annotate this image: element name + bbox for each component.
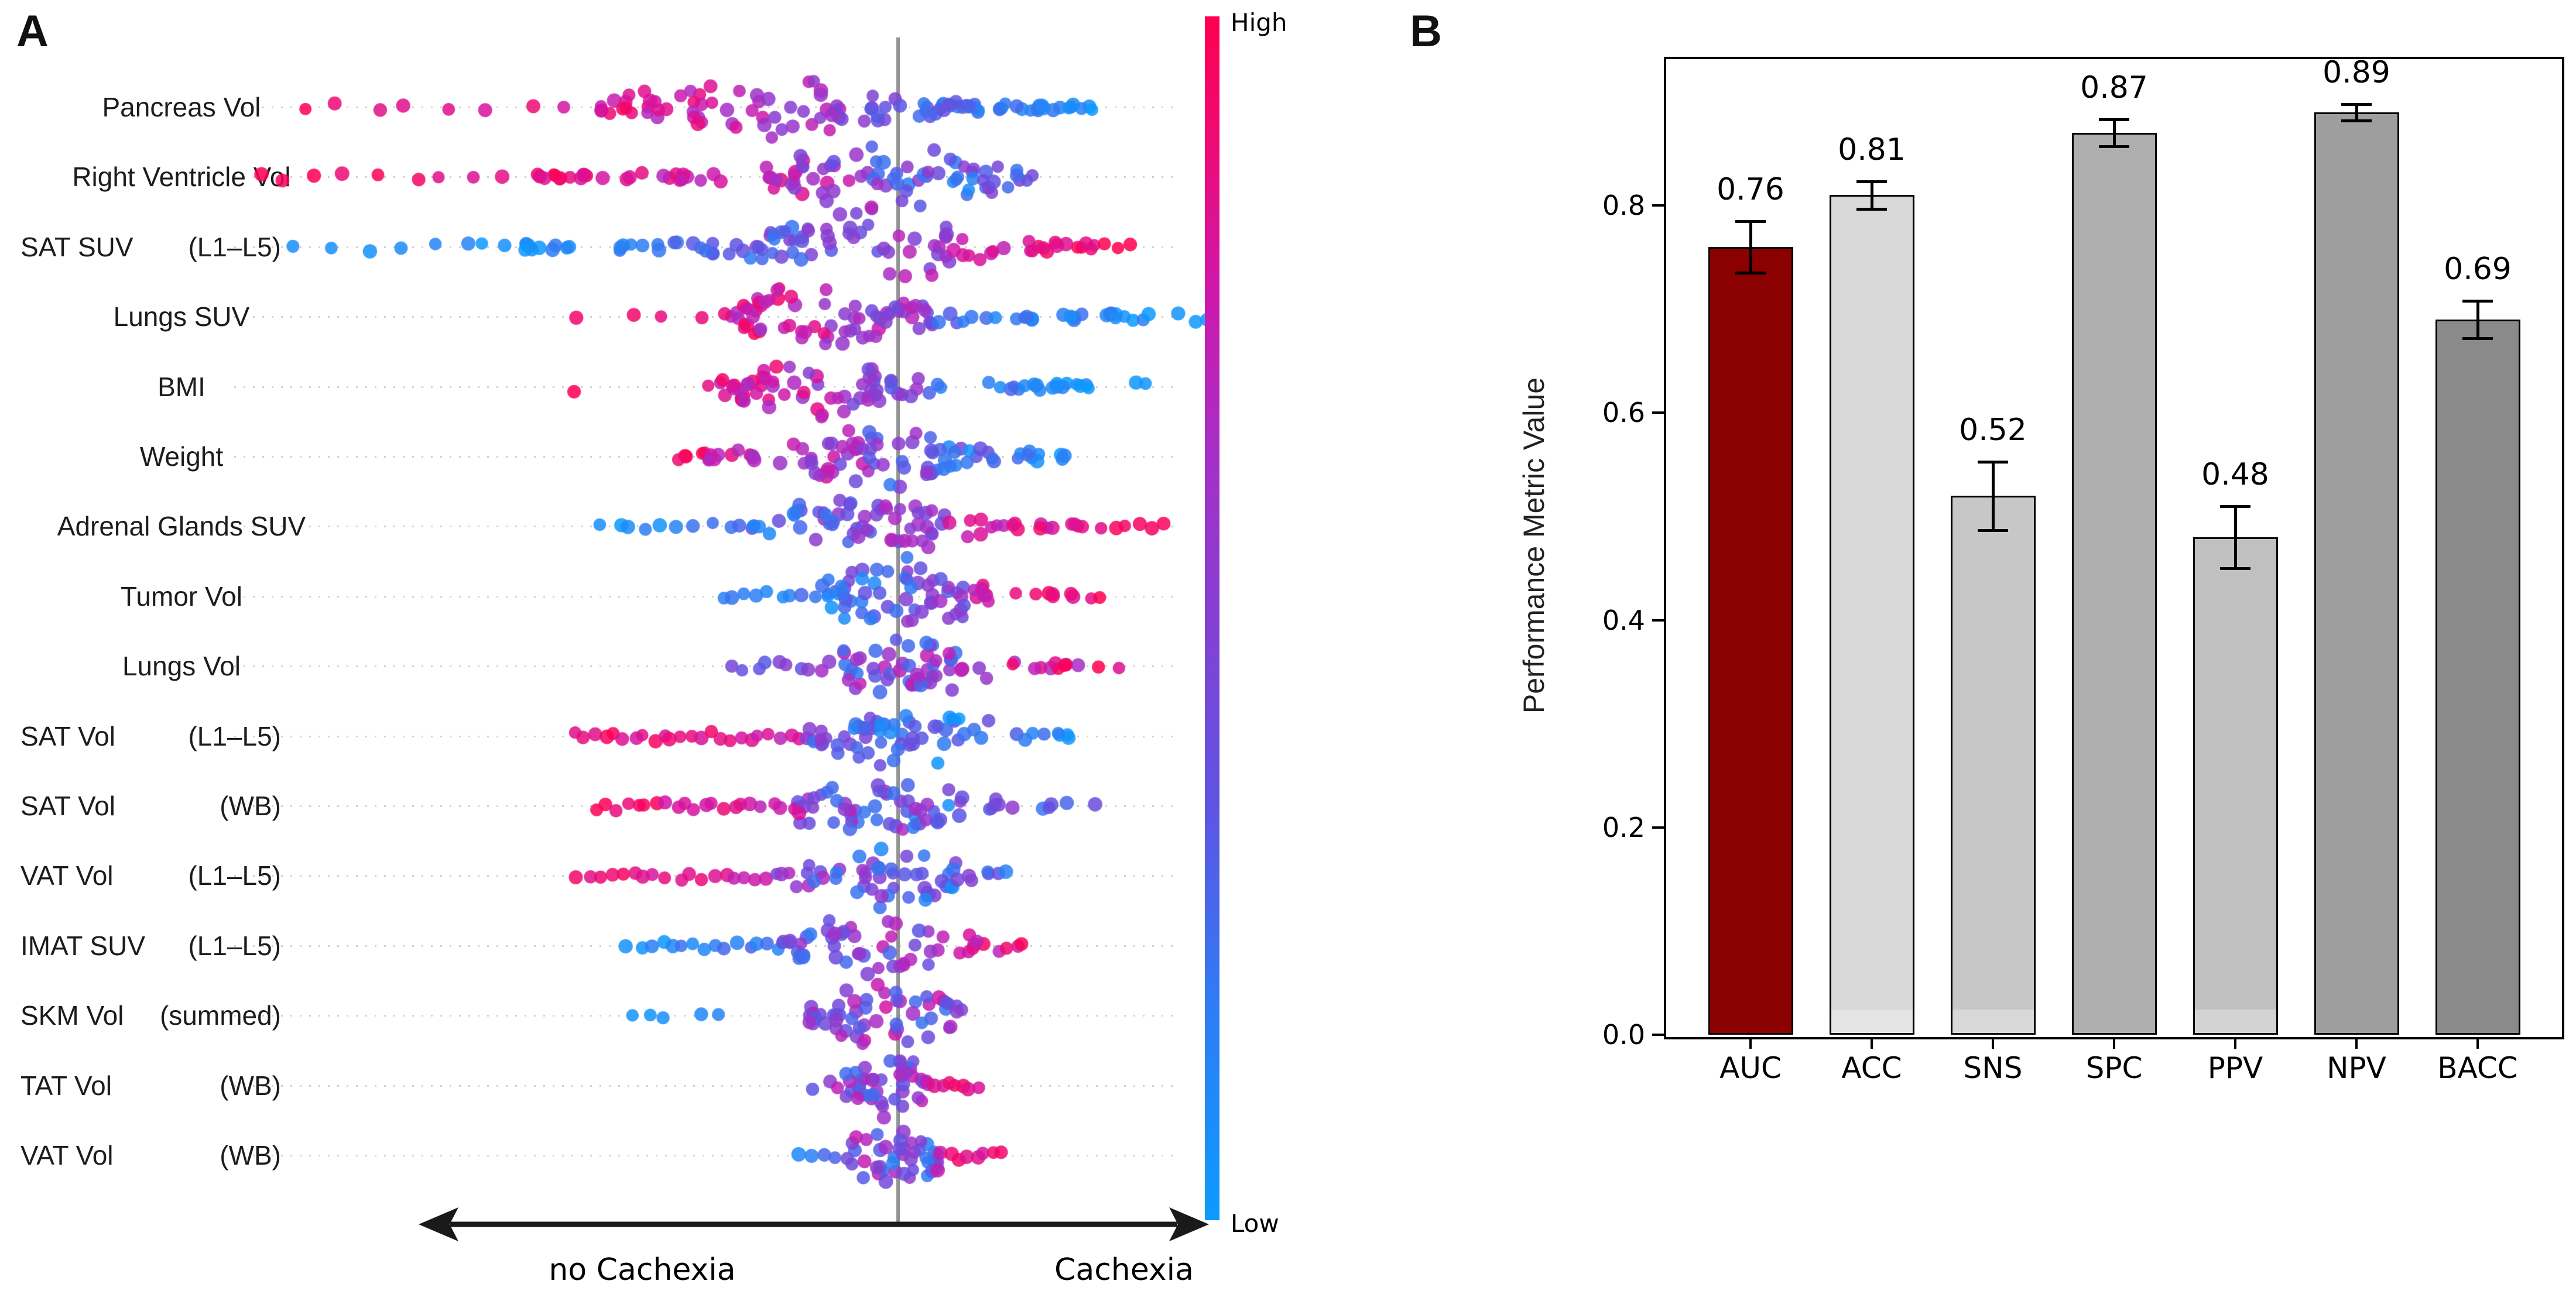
error-bar-cap-top — [2099, 118, 2129, 121]
y-tick-label: 0.6 — [1602, 397, 1645, 428]
metric-bar-base-strip — [1952, 1010, 2034, 1033]
y-tick-label: 0.4 — [1602, 605, 1645, 636]
x-tick-mark — [2476, 1037, 2479, 1049]
metric-category-label: AUC — [1719, 1051, 1782, 1085]
y-tick-label: 0.2 — [1602, 812, 1645, 843]
x-tick-mark — [2234, 1037, 2236, 1049]
x-tick-mark — [2355, 1037, 2358, 1049]
metric-bar-base-strip — [1831, 1010, 1913, 1033]
error-bar-line — [2355, 104, 2358, 121]
x-tick-mark — [2113, 1037, 2115, 1049]
metric-bar — [2435, 320, 2520, 1035]
metric-bar — [2193, 537, 2278, 1035]
error-bar-cap-bottom — [1856, 208, 1887, 211]
metric-value-label: 0.87 — [2080, 70, 2148, 105]
colorbar-high-label: High — [1231, 8, 1287, 37]
error-bar-cap-bottom — [2220, 567, 2250, 570]
beeswarm-panel: Pancreas VolRight Ventricle VolSAT SUV(L… — [0, 0, 1317, 1301]
y-tick-mark — [1652, 204, 1664, 207]
metric-category-label: PPV — [2207, 1051, 2263, 1085]
metric-category-label: SNS — [1963, 1051, 2023, 1085]
metric-bar — [2072, 133, 2157, 1035]
x-tick-mark — [1871, 1037, 1873, 1049]
error-bar-cap-top — [2462, 300, 2493, 303]
metric-bar — [1708, 247, 1793, 1035]
error-bar-cap-top — [1978, 461, 2008, 464]
error-bar-line — [2113, 119, 2116, 146]
axis-label-no-cachexia: no Cachexia — [549, 1252, 736, 1288]
metric-category-label: BACC — [2437, 1051, 2518, 1085]
metric-value-label: 0.69 — [2444, 252, 2512, 287]
metric-bar — [2314, 112, 2399, 1035]
metric-value-label: 0.52 — [1959, 413, 2027, 448]
error-bar-cap-bottom — [2462, 337, 2493, 340]
error-bar-cap-top — [2341, 103, 2372, 106]
colorbar — [1205, 16, 1220, 1220]
metric-category-label: NPV — [2327, 1051, 2386, 1085]
y-tick-mark — [1652, 1034, 1664, 1036]
metric-bar-base-strip — [2195, 1010, 2276, 1033]
error-bar-line — [1992, 462, 1995, 530]
metric-value-label: 0.81 — [1838, 132, 1906, 167]
error-bar-cap-bottom — [1735, 272, 1766, 274]
beeswarm-dots-canvas — [0, 0, 1317, 1301]
metric-bar — [1830, 195, 1914, 1035]
error-bar-line — [2234, 506, 2237, 568]
error-bar-line — [2476, 301, 2479, 338]
metric-value-label: 0.48 — [2201, 457, 2269, 492]
error-bar-line — [1871, 181, 1873, 208]
error-bar-cap-bottom — [2341, 119, 2372, 122]
x-tick-mark — [1992, 1037, 1994, 1049]
axis-label-cachexia: Cachexia — [1054, 1252, 1194, 1288]
metric-value-label: 0.89 — [2322, 55, 2390, 90]
metric-value-label: 0.76 — [1717, 172, 1784, 207]
x-tick-mark — [1749, 1037, 1752, 1049]
y-tick-mark — [1652, 411, 1664, 414]
error-bar-line — [1749, 221, 1752, 273]
metric-category-label: SPC — [2085, 1051, 2143, 1085]
error-bar-cap-bottom — [2099, 145, 2129, 148]
y-tick-mark — [1652, 619, 1664, 622]
y-tick-label: 0.8 — [1602, 190, 1645, 221]
panel-b-letter: B — [1410, 6, 1442, 56]
error-bar-cap-top — [1735, 220, 1766, 223]
y-tick-mark — [1652, 826, 1664, 829]
x-axis-arrow-icon — [419, 1207, 1209, 1241]
error-bar-cap-top — [1856, 180, 1887, 183]
y-tick-label: 0.0 — [1602, 1019, 1645, 1051]
error-bar-cap-top — [2220, 505, 2250, 508]
metric-category-label: ACC — [1841, 1051, 1902, 1085]
colorbar-low-label: Low — [1231, 1209, 1279, 1238]
error-bar-cap-bottom — [1978, 529, 2008, 532]
metric-bar — [1951, 496, 2036, 1035]
